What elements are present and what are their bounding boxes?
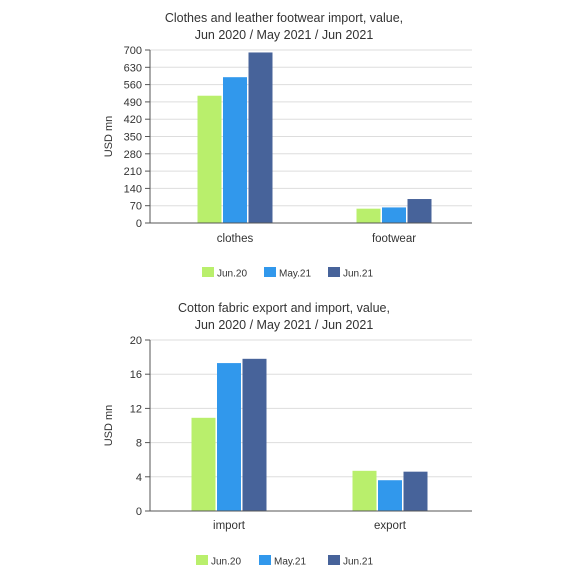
legend-swatch-Jun.20 bbox=[196, 555, 208, 565]
legend-label: Jun.20 bbox=[217, 269, 247, 280]
x-category-label: clothes bbox=[217, 233, 254, 245]
bar-footwear-May.21 bbox=[382, 207, 406, 223]
y-tick-label: 20 bbox=[130, 335, 142, 347]
chart-title-line: Clothes and leather footwear import, val… bbox=[165, 11, 403, 25]
chart-title-line: Jun 2020 / May 2021 / Jun 2021 bbox=[195, 318, 374, 332]
legend-label: Jun.20 bbox=[211, 557, 241, 568]
y-tick-label: 700 bbox=[124, 45, 142, 57]
legend-swatch-May.21 bbox=[259, 555, 271, 565]
bar-import-May.21 bbox=[217, 363, 241, 511]
y-tick-label: 8 bbox=[136, 438, 142, 450]
bar-import-Jun.21 bbox=[242, 358, 267, 511]
chart-title-line: Cotton fabric export and import, value, bbox=[178, 301, 390, 315]
y-tick-label: 560 bbox=[124, 80, 142, 92]
legend-swatch-Jun.20 bbox=[202, 267, 214, 277]
bar-clothes-Jun.20 bbox=[197, 95, 222, 223]
bar-export-Jun.21 bbox=[403, 471, 428, 511]
y-tick-label: 4 bbox=[136, 472, 142, 484]
y-tick-label: 350 bbox=[124, 132, 142, 144]
legend-label: May.21 bbox=[279, 269, 311, 280]
x-category-label: footwear bbox=[372, 233, 416, 245]
y-tick-label: 210 bbox=[124, 166, 142, 178]
legend-label: Jun.21 bbox=[343, 557, 373, 568]
y-tick-label: 630 bbox=[124, 62, 142, 74]
y-tick-label: 490 bbox=[124, 97, 142, 109]
x-category-label: import bbox=[213, 520, 246, 532]
legend-label: May.21 bbox=[274, 557, 306, 568]
legend-label: Jun.21 bbox=[343, 269, 373, 280]
bar-clothes-May.21 bbox=[223, 77, 247, 223]
bar-export-May.21 bbox=[378, 480, 402, 511]
y-tick-label: 0 bbox=[136, 506, 142, 518]
y-tick-label: 140 bbox=[124, 183, 142, 195]
y-axis-label: USD mn bbox=[103, 116, 115, 158]
chart-title-line: Jun 2020 / May 2021 / Jun 2021 bbox=[195, 28, 374, 42]
y-tick-label: 420 bbox=[124, 114, 142, 126]
x-category-label: export bbox=[374, 520, 407, 532]
y-tick-label: 280 bbox=[124, 149, 142, 161]
legend-swatch-Jun.21 bbox=[328, 555, 340, 565]
bar-clothes-Jun.21 bbox=[248, 52, 273, 223]
legend-swatch-Jun.21 bbox=[328, 267, 340, 277]
bar-export-Jun.20 bbox=[352, 470, 377, 511]
y-tick-label: 16 bbox=[130, 369, 142, 381]
bar-footwear-Jun.20 bbox=[356, 208, 381, 223]
y-axis-label: USD mn bbox=[103, 405, 115, 447]
bar-footwear-Jun.21 bbox=[407, 199, 432, 223]
y-tick-label: 70 bbox=[130, 201, 142, 213]
y-tick-label: 12 bbox=[130, 403, 142, 415]
bar-import-Jun.20 bbox=[191, 417, 216, 511]
y-tick-label: 0 bbox=[136, 218, 142, 230]
legend-swatch-May.21 bbox=[264, 267, 276, 277]
